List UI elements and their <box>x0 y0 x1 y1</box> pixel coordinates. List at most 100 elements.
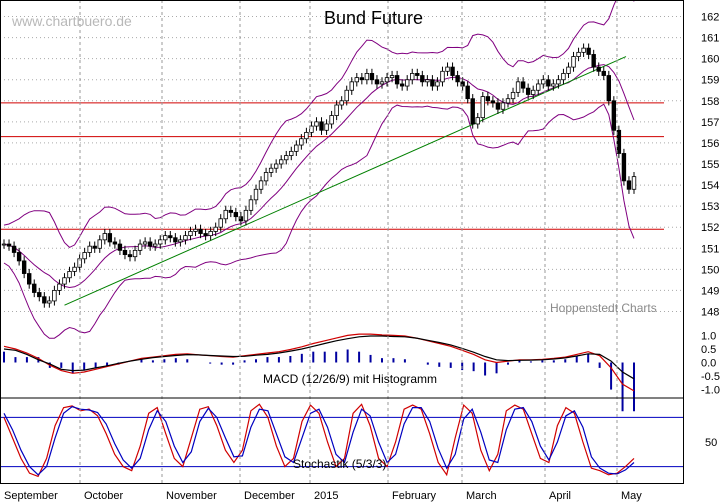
candle-body <box>475 117 480 125</box>
candle-body <box>178 239 183 243</box>
credit-text: Hoppenstedt Charts <box>550 301 657 315</box>
candle-body <box>11 245 17 253</box>
candle-body <box>6 243 12 247</box>
candle-body <box>67 271 72 279</box>
candle-body <box>490 100 496 104</box>
price-y-tick: 149 <box>701 285 719 297</box>
price-y-tick: 157 <box>701 117 719 129</box>
macd-y-tick: -1.0 <box>701 385 720 397</box>
candle-body <box>551 83 556 87</box>
candle-body <box>82 252 87 260</box>
candle-body <box>354 77 359 83</box>
candle-body <box>188 231 193 237</box>
candle-body <box>359 77 365 81</box>
candle-body <box>531 89 536 95</box>
candle-body <box>334 104 339 116</box>
candle-body <box>127 254 133 258</box>
lower-band-line <box>3 103 635 339</box>
candle-body <box>379 81 385 85</box>
candle-body <box>278 159 284 165</box>
candle-body <box>263 172 269 182</box>
candle-body <box>541 79 546 85</box>
candle-body <box>546 79 551 87</box>
stochastic-k-line <box>3 403 635 478</box>
stochastic-panel: 50 <box>0 403 717 478</box>
macd-label: MACD (12/26/9) mit Histogramm <box>263 372 437 386</box>
chart-frame <box>0 0 684 484</box>
candle-body <box>394 75 400 85</box>
candle-body <box>455 75 460 83</box>
candle-body <box>152 243 158 247</box>
price-y-tick: 160 <box>701 54 719 66</box>
candle-body <box>137 243 143 251</box>
candle-body <box>500 102 506 110</box>
candle-body <box>616 129 622 154</box>
candle-body <box>147 241 153 247</box>
candle-body <box>515 81 521 93</box>
candle-body <box>198 228 203 234</box>
candle-body <box>57 283 62 291</box>
stochastic-d-line <box>3 406 635 476</box>
candle-body <box>309 125 314 133</box>
candle-body <box>132 249 138 258</box>
candle-body <box>520 81 526 89</box>
x-tick-label: April <box>549 490 571 502</box>
candle-body <box>223 209 228 220</box>
price-y-tick: 156 <box>701 138 719 150</box>
candle-body <box>193 228 198 232</box>
x-tick-label: May <box>621 490 642 502</box>
price-y-tick: 153 <box>701 201 719 213</box>
x-tick-label: November <box>166 490 217 502</box>
price-y-tick: 151 <box>701 243 719 255</box>
candle-body <box>581 47 586 53</box>
candle-body <box>228 209 233 213</box>
candle-body <box>339 100 344 106</box>
price-y-tick: 158 <box>701 96 719 108</box>
candle-body <box>32 283 37 293</box>
candle-body <box>399 83 405 87</box>
candle-body <box>369 73 375 81</box>
price-y-tick: 154 <box>701 180 719 192</box>
candle-body <box>571 56 576 68</box>
candle-body <box>304 131 309 140</box>
candle-body <box>47 300 52 304</box>
x-tick-label: October <box>84 490 123 502</box>
price-y-tick: 150 <box>701 264 719 276</box>
candle-body <box>364 73 370 81</box>
candle-body <box>97 239 102 249</box>
candle-body <box>117 243 123 251</box>
candle-body <box>142 241 148 245</box>
candle-body <box>253 188 259 201</box>
candle-body <box>203 233 208 237</box>
candle-body <box>621 153 627 182</box>
x-tick-label: 2015 <box>314 490 338 502</box>
candle-body <box>112 241 118 245</box>
macd-y-tick: 1.0 <box>701 330 716 342</box>
candle-body <box>329 115 334 125</box>
candle-body <box>168 235 173 239</box>
stochastic-label: Stochastik (5/3/3) <box>293 457 386 471</box>
candle-body <box>410 73 415 81</box>
macd-signal-line <box>3 335 635 380</box>
upper-band-line <box>3 0 635 249</box>
candle-body <box>314 121 319 127</box>
candle-body <box>319 121 324 131</box>
candle-body <box>425 79 430 83</box>
price-y-tick: 162 <box>701 12 719 24</box>
candle-body <box>248 199 254 211</box>
candle-body <box>445 66 450 72</box>
x-axis: September October November December 2015 Febr… <box>4 0 642 502</box>
middle-band-line <box>3 64 635 289</box>
candle-body <box>450 66 455 76</box>
chart-title: Bund Future <box>324 8 423 28</box>
candle-body <box>440 70 445 83</box>
candle-body <box>183 235 188 241</box>
candle-body <box>586 47 591 55</box>
candle-body <box>284 155 289 161</box>
candle-body <box>42 296 47 304</box>
candle-body <box>324 123 329 131</box>
candle-body <box>415 73 420 76</box>
candle-body <box>611 100 617 131</box>
candle-body <box>374 79 380 85</box>
